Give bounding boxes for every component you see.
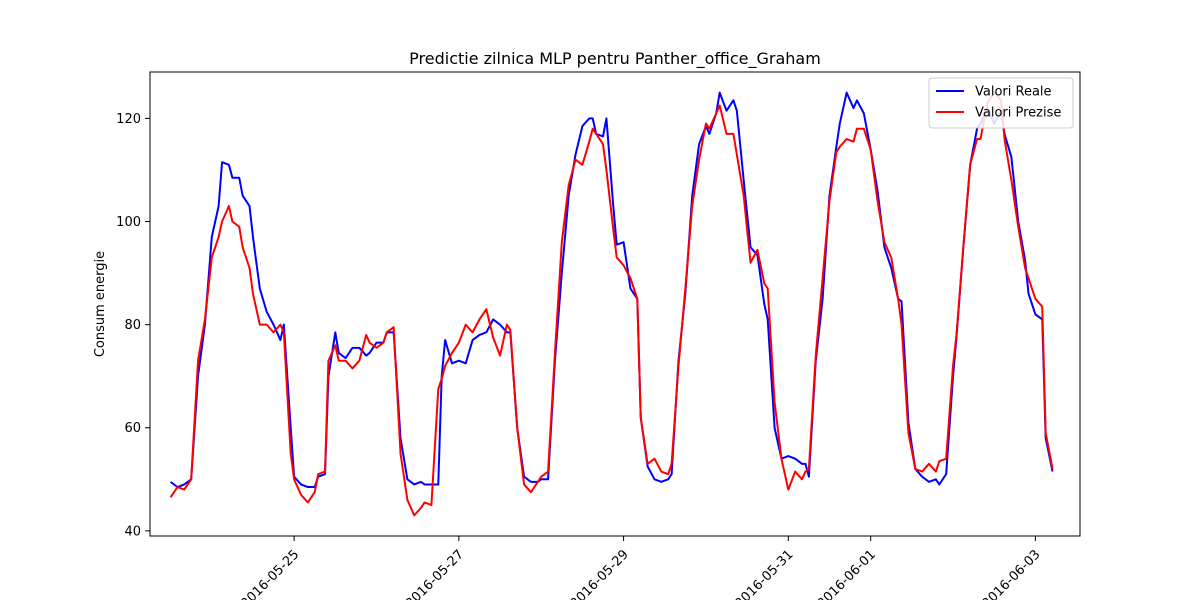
- y-axis-title: Consum energie: [93, 251, 108, 357]
- plot-frame: [149, 71, 1081, 537]
- y-tick-label: 40: [124, 524, 141, 539]
- y-tick-label: 80: [124, 318, 141, 333]
- legend-label-1: Valori Prezise: [975, 106, 1061, 121]
- chart-title: Predictie zilnica MLP pentru Panther_off…: [409, 49, 821, 69]
- legend-label-0: Valori Reale: [975, 85, 1052, 100]
- series-layer: [169, 91, 1054, 517]
- legend: Valori Reale Valori Prezise: [928, 77, 1074, 129]
- y-tick-label: 100: [116, 215, 141, 230]
- legend-box: [928, 77, 1074, 129]
- plot-area: [149, 71, 1081, 537]
- series-line-1: [169, 91, 1054, 517]
- y-tick-label: 120: [116, 112, 141, 127]
- y-tick-label: 60: [124, 421, 141, 436]
- y-axis: 40 60 80 100 120: [116, 112, 150, 539]
